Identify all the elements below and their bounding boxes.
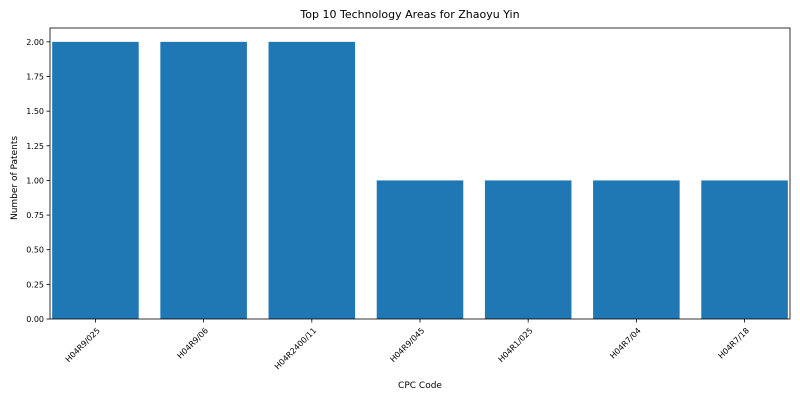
- y-tick-label: 0.75: [26, 211, 44, 220]
- y-tick-label: 1.00: [26, 176, 44, 185]
- bar-h04r9-06: [160, 42, 247, 319]
- x-axis-label: CPC Code: [398, 381, 442, 391]
- y-axis-ticks: 0.00 0.25 0.50 0.75 1.00 1.25 1.50 1.75 2.00: [26, 38, 50, 324]
- bars: [52, 42, 788, 319]
- y-tick-label: 2.00: [26, 38, 44, 47]
- x-tick-label: H04R7/04: [608, 326, 642, 360]
- y-axis-label: Number of Patents: [10, 136, 20, 220]
- y-tick-label: 1.75: [26, 73, 44, 82]
- bar-h04r1-025: [485, 180, 572, 319]
- x-tick-label: H04R1/025: [497, 326, 535, 364]
- x-tick-label: H04R9/025: [64, 326, 102, 364]
- bar-h04r7-18: [701, 180, 788, 319]
- x-tick-label: H04R7/18: [717, 326, 751, 360]
- bar-h04r9-025: [52, 42, 139, 319]
- chart-title: Top 10 Technology Areas for Zhaoyu Yin: [299, 8, 519, 21]
- x-axis-ticks: H04R9/025 H04R9/06 H04R2400/11 H04R9/045 H04…: [64, 319, 751, 371]
- x-tick-label: H04R9/045: [388, 326, 426, 364]
- y-tick-label: 0.50: [26, 246, 44, 255]
- x-tick-label: H04R2400/11: [273, 326, 318, 371]
- bar-h04r9-045: [377, 180, 464, 319]
- y-tick-label: 0.25: [26, 280, 44, 289]
- x-tick-label: H04R9/06: [176, 326, 210, 360]
- bar-h04r2400-11: [269, 42, 356, 319]
- y-tick-label: 1.50: [26, 107, 44, 116]
- bar-h04r7-04: [593, 180, 680, 319]
- y-tick-label: 1.25: [26, 142, 44, 151]
- y-tick-label: 0.00: [26, 315, 44, 324]
